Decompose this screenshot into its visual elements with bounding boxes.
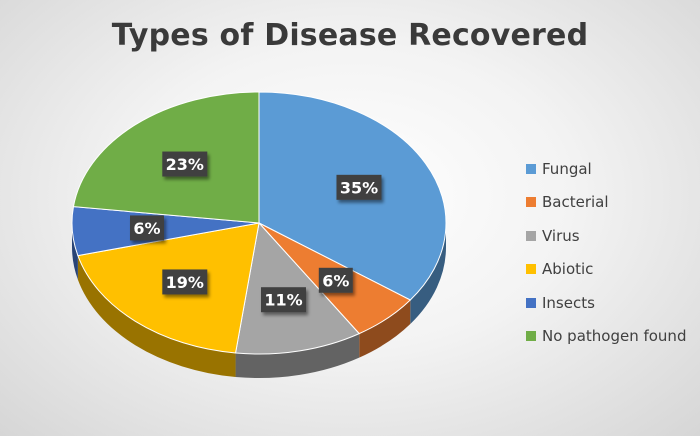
data-label-bacterial: 6% — [318, 267, 353, 293]
legend-item-insects: Insects — [526, 286, 686, 320]
data-label-text: 6% — [133, 219, 160, 238]
data-label-virus: 11% — [260, 287, 306, 313]
data-label-box — [162, 269, 208, 295]
legend-swatch — [526, 163, 536, 174]
data-label-box — [318, 267, 353, 293]
data-label-text: 11% — [264, 291, 302, 310]
data-label-insects: 6% — [130, 215, 165, 241]
chart-title: Types of Disease Recovered — [111, 18, 589, 53]
data-label-box — [130, 215, 165, 241]
legend-item-virus: Virus — [526, 219, 686, 253]
legend-item-bacterial: Bacterial — [526, 186, 686, 220]
data-label-abiotic: 19% — [162, 269, 208, 295]
legend-label: Abiotic — [542, 260, 594, 279]
data-label-text: 35% — [340, 178, 378, 197]
legend-item-no-pathogen-found: No pathogen found — [526, 320, 686, 354]
data-label-box — [260, 287, 306, 313]
data-label-text: 23% — [166, 155, 204, 174]
legend-swatch — [526, 264, 536, 275]
legend-swatch — [526, 197, 536, 208]
legend-swatch — [526, 297, 536, 308]
legend-label: Bacterial — [542, 193, 609, 212]
pie-side-fungal — [410, 223, 446, 324]
legend-item-fungal: Fungal — [526, 152, 686, 186]
legend-swatch — [526, 331, 536, 342]
legend-swatch — [526, 230, 536, 241]
pie-side-bacterial — [359, 299, 411, 358]
data-label-fungal: 35% — [336, 174, 382, 200]
legend-label: Virus — [542, 226, 580, 245]
data-label-box — [336, 174, 382, 200]
pie-side-insects — [72, 223, 78, 280]
legend-label: Insects — [542, 293, 595, 312]
data-label-box — [162, 151, 208, 177]
data-label-text: 6% — [322, 271, 349, 290]
data-label-text: 19% — [166, 273, 204, 292]
data-label-no-pathogen-found: 23% — [162, 151, 208, 177]
legend-item-abiotic: Abiotic — [526, 253, 686, 287]
chart-legend: Fungal Bacterial Virus Abiotic Insects No pat… — [526, 152, 686, 353]
legend-label: No pathogen found — [542, 327, 687, 346]
legend-label: Fungal — [542, 159, 592, 178]
